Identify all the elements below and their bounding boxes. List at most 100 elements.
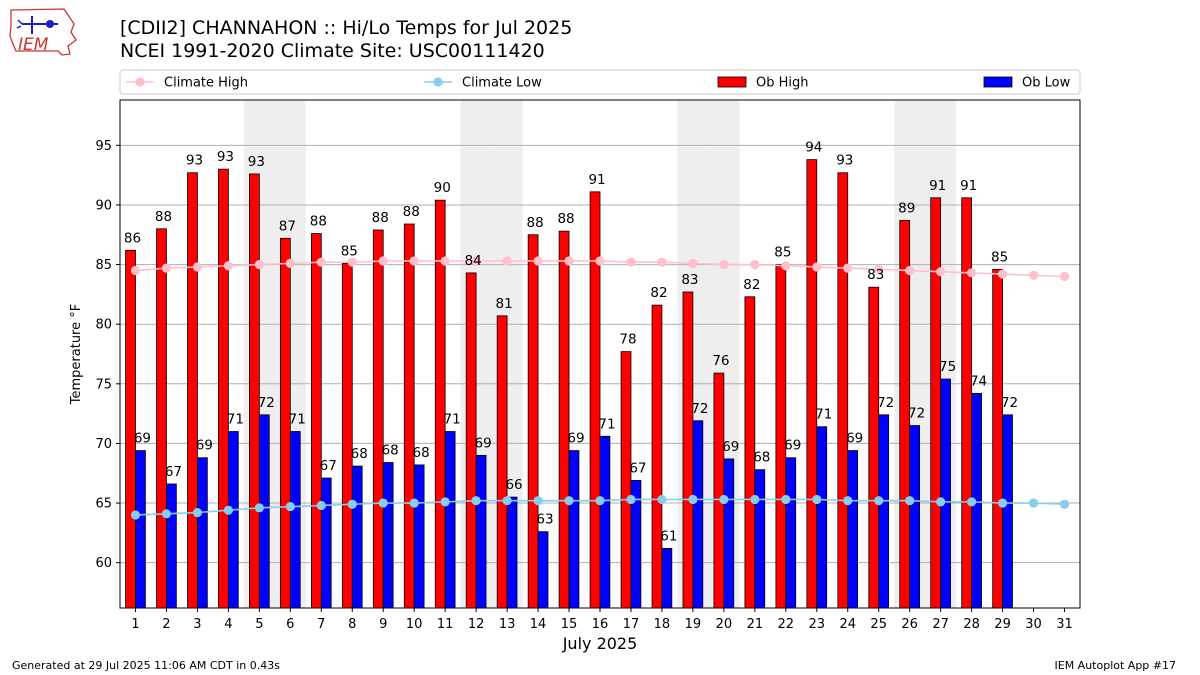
chart-subtitle: NCEI 1991-2020 Climate Site: USC00111420 bbox=[120, 40, 545, 62]
climate-low-point bbox=[316, 500, 326, 511]
ob-high-label: 82 bbox=[743, 277, 760, 293]
ob-high-label: 88 bbox=[310, 214, 327, 230]
x-tick-label: 20 bbox=[716, 617, 733, 632]
ob-high-label: 76 bbox=[712, 353, 729, 369]
ob-low-bar bbox=[166, 483, 177, 609]
ob-low-label: 67 bbox=[320, 458, 337, 474]
x-tick-label: 15 bbox=[561, 617, 578, 632]
ob-high-label: 87 bbox=[279, 218, 296, 234]
logo-text: IEM bbox=[18, 35, 49, 55]
ob-low-label: 63 bbox=[536, 512, 553, 528]
x-tick-label: 26 bbox=[901, 617, 918, 632]
climate-low-point bbox=[347, 499, 357, 509]
ob-high-bar bbox=[218, 168, 229, 609]
climate-high-point bbox=[316, 257, 326, 267]
climate-low-point bbox=[936, 497, 946, 507]
climate-low-point bbox=[719, 494, 729, 505]
ob-low-bar bbox=[661, 547, 673, 609]
ob-low-bar bbox=[599, 435, 611, 609]
ob-low-label: 71 bbox=[289, 412, 306, 428]
ob-low-label: 68 bbox=[382, 443, 399, 459]
x-tick-label: 17 bbox=[623, 617, 640, 632]
ob-low-bar bbox=[754, 469, 766, 609]
ob-high-bar bbox=[187, 172, 198, 609]
ob-low-bar bbox=[909, 425, 920, 609]
ob-low-label: 67 bbox=[629, 460, 646, 476]
ob-high-label: 91 bbox=[960, 178, 977, 194]
legend-climate-low-label: Climate Low bbox=[462, 76, 542, 91]
ob-high-label: 85 bbox=[341, 243, 358, 259]
climate-high-point bbox=[502, 256, 512, 266]
ob-low-bar bbox=[847, 450, 859, 609]
ob-low-label: 66 bbox=[505, 477, 522, 493]
ob-low-bar bbox=[289, 431, 301, 609]
climate-low-point bbox=[812, 494, 822, 505]
climate-high-point bbox=[688, 258, 698, 268]
legend-climate-low-marker bbox=[433, 77, 443, 87]
ob-low-bar bbox=[197, 457, 208, 609]
ob-high-bar bbox=[930, 197, 942, 609]
x-tick-label: 2 bbox=[162, 617, 170, 632]
ob-low-label: 72 bbox=[1001, 395, 1018, 411]
ob-low-label: 69 bbox=[784, 438, 801, 454]
climate-high-point bbox=[192, 262, 203, 272]
ob-low-bar bbox=[135, 450, 146, 609]
climate-low-point bbox=[161, 509, 172, 519]
climate-high-point bbox=[378, 256, 388, 266]
x-tick-label: 1 bbox=[131, 617, 139, 632]
x-tick-label: 14 bbox=[530, 617, 547, 632]
ob-low-label: 69 bbox=[722, 439, 739, 455]
ob-high-bar bbox=[713, 372, 725, 609]
y-tick-label: 85 bbox=[95, 258, 112, 273]
x-tick-label: 11 bbox=[437, 617, 454, 632]
climate-high-point bbox=[564, 256, 574, 266]
climate-high-point bbox=[657, 257, 667, 267]
climate-high-point bbox=[936, 267, 946, 277]
climate-low-point bbox=[1028, 498, 1039, 508]
climate-low-point bbox=[967, 497, 977, 507]
climate-low-point bbox=[843, 496, 853, 506]
ob-high-bar bbox=[837, 172, 849, 609]
climate-high-point bbox=[781, 261, 791, 271]
x-tick-label: 31 bbox=[1056, 617, 1073, 632]
climate-low-point bbox=[595, 496, 605, 506]
climate-low-point bbox=[564, 496, 574, 506]
x-tick-label: 22 bbox=[778, 617, 795, 632]
x-tick-label: 4 bbox=[224, 617, 232, 632]
legend-ob-low-swatch bbox=[983, 76, 1013, 88]
legend-ob-low-label: Ob Low bbox=[1022, 76, 1071, 91]
ob-high-label: 82 bbox=[650, 285, 667, 301]
climate-high-point bbox=[719, 259, 729, 270]
ob-low-label: 74 bbox=[970, 373, 987, 389]
ob-high-bar bbox=[341, 262, 353, 609]
ob-high-label: 93 bbox=[248, 154, 265, 170]
x-tick-label: 16 bbox=[592, 617, 609, 632]
ob-low-bar bbox=[785, 457, 797, 609]
climate-high-point bbox=[285, 258, 295, 268]
ob-high-bar bbox=[589, 191, 601, 609]
ob-low-bar bbox=[382, 462, 394, 609]
legend-ob-high-swatch bbox=[717, 76, 747, 88]
ob-high-bar bbox=[403, 223, 415, 609]
x-tick-label: 5 bbox=[255, 617, 263, 632]
ob-high-bar bbox=[868, 286, 880, 609]
legend-climate-high-marker bbox=[135, 77, 145, 87]
ob-low-label: 69 bbox=[134, 431, 151, 447]
ob-high-label: 90 bbox=[434, 180, 451, 196]
ob-low-label: 69 bbox=[196, 438, 213, 454]
ob-low-bar bbox=[568, 450, 580, 609]
ob-low-label: 69 bbox=[474, 435, 491, 451]
ob-high-label: 94 bbox=[805, 140, 822, 156]
ob-high-bar bbox=[156, 228, 167, 609]
ob-high-bar bbox=[249, 173, 260, 609]
climate-low-point bbox=[905, 496, 915, 506]
y-tick-label: 65 bbox=[95, 497, 112, 512]
ob-low-label: 75 bbox=[939, 359, 956, 375]
climate-high-point bbox=[843, 263, 853, 273]
ob-low-label: 68 bbox=[753, 450, 770, 466]
climate-low-point bbox=[223, 505, 233, 515]
ob-high-label: 93 bbox=[217, 149, 234, 165]
x-axis-label: July 2025 bbox=[562, 634, 638, 653]
climate-high-point bbox=[750, 259, 760, 270]
